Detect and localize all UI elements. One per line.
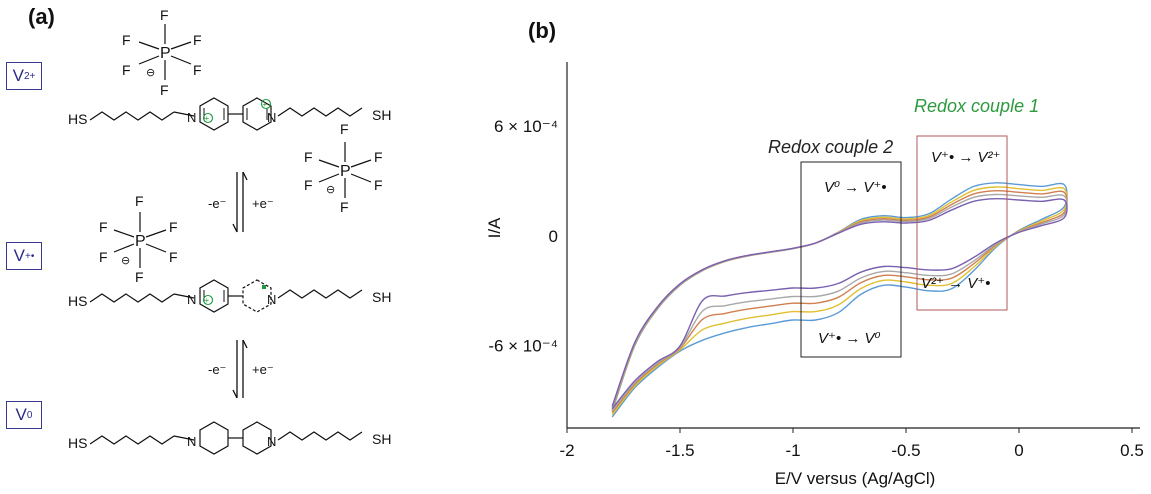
structures-svg: P F F F F F F ⊖ HS N N + + SH P <box>68 7 391 455</box>
cv-scan-line-1 <box>611 182 1068 418</box>
f-atom: F <box>340 121 349 137</box>
cv-scan-line-4 <box>611 193 1068 412</box>
f-atom: F <box>169 249 178 265</box>
cv-plot-svg: I/A E/V versus (Ag/AgCl) -2 -1.5 -1 -0.5 0 0.… <box>485 62 1144 488</box>
thiol-left: HS <box>68 111 87 127</box>
reduction-label: -e⁻ <box>208 196 226 211</box>
panel-a-letter: (a) <box>28 4 55 29</box>
thiol-left: HS <box>68 293 87 309</box>
state-box-vplus: V +• <box>6 242 42 270</box>
f-atom: F <box>169 219 178 235</box>
f-atom: F <box>122 62 131 78</box>
redox-couple-2-box <box>800 161 902 358</box>
thiol-right: SH <box>372 289 391 305</box>
p-atom: P <box>340 163 351 180</box>
p-atom: P <box>160 45 171 62</box>
svg-text:N: N <box>267 434 276 449</box>
y-tick-labels: 6 × 10⁻⁴ 0 -6 × 10⁻⁴ <box>488 117 558 356</box>
f-atom: F <box>160 82 169 98</box>
state-v0-charge: 0 <box>26 409 33 421</box>
pf6-anion-top-left: P F F F F F F ⊖ <box>122 7 202 98</box>
f-atom: F <box>304 177 313 193</box>
p-atom: P <box>135 233 146 250</box>
x-tick-label: -1.5 <box>665 441 694 460</box>
state-vplus-base: V <box>13 246 25 265</box>
plus-charge-icon <box>202 112 214 124</box>
oxidation-label: +e⁻ <box>252 362 274 377</box>
annotation-v0-to-vplus: V⁰ → V⁺• <box>824 179 887 196</box>
panel-b-letter: (b) <box>528 18 557 43</box>
annotation-vplus-to-v2plus: V⁺• → V²⁺ <box>931 149 1000 166</box>
svg-text:N: N <box>187 292 196 307</box>
equilibrium-arrows-1: -e⁻ +e⁻ <box>208 171 274 233</box>
state-box-v2plus: V 2+ <box>6 62 42 90</box>
viologen-v2plus: HS N N + + SH <box>68 97 391 131</box>
x-tick-label: 0 <box>1014 441 1023 460</box>
state-v0-base: V <box>15 405 27 424</box>
minus-charge-icon: ⊖ <box>146 67 155 79</box>
x-tick-label: 0.5 <box>1120 441 1144 460</box>
y-axis-label: I/A <box>485 217 504 238</box>
svg-text:N: N <box>187 434 196 449</box>
f-atom: F <box>340 199 349 215</box>
thiol-right: SH <box>372 431 391 447</box>
oxidation-label: +e⁻ <box>252 196 274 211</box>
svg-text:N: N <box>187 110 196 125</box>
f-atom: F <box>99 249 108 265</box>
y-tick-label: -6 × 10⁻⁴ <box>488 337 558 356</box>
radical-dot-icon <box>262 285 266 289</box>
svg-text:+: + <box>205 296 210 305</box>
state-v2plus-base: V <box>12 66 24 85</box>
cv-scan-line-2 <box>611 186 1068 416</box>
plus-charge-icon <box>260 98 272 110</box>
f-atom: F <box>160 7 169 23</box>
reduction-label: -e⁻ <box>208 362 226 377</box>
annotation-vplus-to-v0: V⁺• → V⁰ <box>818 330 881 347</box>
redox-couple-2-label: Redox couple 2 <box>768 137 893 157</box>
equilibrium-arrows-2: -e⁻ +e⁻ <box>208 339 274 399</box>
cv-scan-line-5 <box>611 197 1068 410</box>
panel-b-cv-chart: (b) I/A E/V versus (Ag/AgCl) -2 -1.5 -1 -0.… <box>470 0 1151 494</box>
f-atom: F <box>99 219 108 235</box>
f-atom: F <box>135 193 144 209</box>
minus-charge-icon: ⊖ <box>326 184 335 196</box>
svg-text:N: N <box>267 292 276 307</box>
state-vplus-charge: +• <box>25 250 35 262</box>
x-tick-label: -2 <box>559 441 574 460</box>
thiol-left: HS <box>68 435 87 451</box>
plus-charge-icon <box>202 294 214 306</box>
x-tick-label: -1 <box>785 441 800 460</box>
f-atom: F <box>193 62 202 78</box>
viologen-radical-cation: HS N N + SH <box>68 279 391 313</box>
minus-charge-icon: ⊖ <box>121 255 130 267</box>
cv-curves <box>611 182 1068 418</box>
viologen-neutral: HS N N SH <box>68 421 391 455</box>
pf6-anion-left-middle: P F F F F F F ⊖ <box>99 193 178 285</box>
f-atom: F <box>193 32 202 48</box>
f-atom: F <box>374 149 383 165</box>
redox-couple-1-label: Redox couple 1 <box>914 96 1039 116</box>
annotation-v2plus-to-vplus: V²⁺ → V⁺• <box>921 275 990 292</box>
thiol-right: SH <box>372 107 391 123</box>
redox-couple-1-box <box>916 135 1008 311</box>
x-tick-label: -0.5 <box>891 441 920 460</box>
f-atom: F <box>135 269 144 285</box>
f-atom: F <box>374 177 383 193</box>
svg-text:N: N <box>267 110 276 125</box>
state-v2plus-charge: 2+ <box>23 70 36 82</box>
f-atom: F <box>304 149 313 165</box>
f-atom: F <box>122 32 131 48</box>
y-tick-label: 6 × 10⁻⁴ <box>494 117 558 136</box>
svg-text:+: + <box>263 100 268 109</box>
y-tick-label: 0 <box>549 227 558 246</box>
x-axis-label: E/V versus (Ag/AgCl) <box>775 469 936 488</box>
svg-text:+: + <box>205 114 210 123</box>
pf6-anion-middle-right: P F F F F F F ⊖ <box>304 121 383 215</box>
x-tick-labels: -2 -1.5 -1 -0.5 0 0.5 <box>559 428 1144 460</box>
cv-scan-line-3 <box>611 189 1068 414</box>
